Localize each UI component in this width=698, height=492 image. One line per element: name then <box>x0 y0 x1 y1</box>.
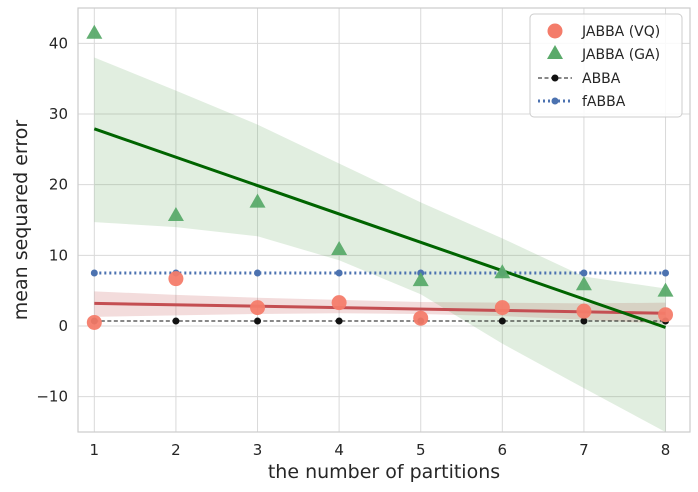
point-jabba-ga <box>575 276 592 291</box>
point-fabba <box>580 269 588 277</box>
x-tick-label: 8 <box>661 441 671 459</box>
legend: JABBA (VQ) JABBA (GA) ABBA fABBA <box>529 13 683 118</box>
x-tick-label: 3 <box>253 441 263 459</box>
point-jabba-ga <box>86 24 103 39</box>
y-tick-label: 10 <box>49 246 68 264</box>
legend-marker-jabba-vq <box>547 23 563 39</box>
point-jabba-ga <box>494 264 511 279</box>
point-jabba-vq <box>494 300 510 316</box>
point-jabba-vq <box>576 303 592 319</box>
x-tick-label: 4 <box>334 441 344 459</box>
point-jabba-ga <box>412 272 429 287</box>
x-tick-label: 6 <box>498 441 508 459</box>
regression-line-jabba-ga <box>93 127 667 329</box>
data-points <box>86 24 674 330</box>
y-tick-label: 30 <box>49 105 68 123</box>
y-axis: −10 0 10 20 30 40 <box>36 34 68 405</box>
point-abba <box>172 317 180 325</box>
legend-marker-abba <box>551 74 559 82</box>
x-tick-label: 7 <box>579 441 589 459</box>
point-fabba <box>90 269 98 277</box>
point-fabba <box>254 269 262 277</box>
point-abba <box>254 317 262 325</box>
point-jabba-vq <box>331 295 347 311</box>
legend-marker-fabba <box>551 97 559 105</box>
regression-line-jabba-vq <box>94 301 666 315</box>
legend-marker-jabba-ga <box>547 45 563 59</box>
point-abba <box>580 317 588 325</box>
y-tick-label: 0 <box>58 317 68 335</box>
legend-label-fabba: fABBA <box>582 94 626 110</box>
point-jabba-ga <box>249 193 266 208</box>
x-tick-label: 5 <box>416 441 426 459</box>
regression-lines <box>93 127 667 329</box>
x-axis-label: the number of partitions <box>268 461 500 483</box>
point-jabba-vq <box>250 300 266 316</box>
point-jabba-vq <box>658 307 674 323</box>
point-fabba <box>335 269 343 277</box>
y-axis-label: mean sequared error <box>10 120 32 321</box>
legend-label-abba: ABBA <box>582 71 621 87</box>
point-abba <box>335 317 343 325</box>
point-jabba-vq <box>86 314 102 330</box>
point-jabba-ga <box>167 207 184 222</box>
x-axis: 1 2 3 4 5 6 7 8 <box>90 441 671 459</box>
y-tick-label: −10 <box>36 388 68 406</box>
y-tick-label: 20 <box>49 176 68 194</box>
legend-box <box>529 13 683 118</box>
x-tick-label: 1 <box>90 441 100 459</box>
point-jabba-ga <box>657 282 674 297</box>
legend-label-jabba-ga: JABBA (GA) <box>581 47 660 63</box>
point-jabba-vq <box>413 310 429 326</box>
plot-frame <box>77 7 691 433</box>
y-tick-label: 40 <box>49 34 68 52</box>
point-abba <box>498 317 506 325</box>
point-jabba-ga <box>331 240 348 255</box>
confidence-band-jabba-ga <box>94 57 666 432</box>
reference-lines <box>94 271 666 322</box>
legend-label-jabba-vq: JABBA (VQ) <box>581 24 660 40</box>
x-tick-label: 2 <box>171 441 181 459</box>
point-jabba-vq <box>168 271 184 287</box>
point-fabba <box>662 269 670 277</box>
